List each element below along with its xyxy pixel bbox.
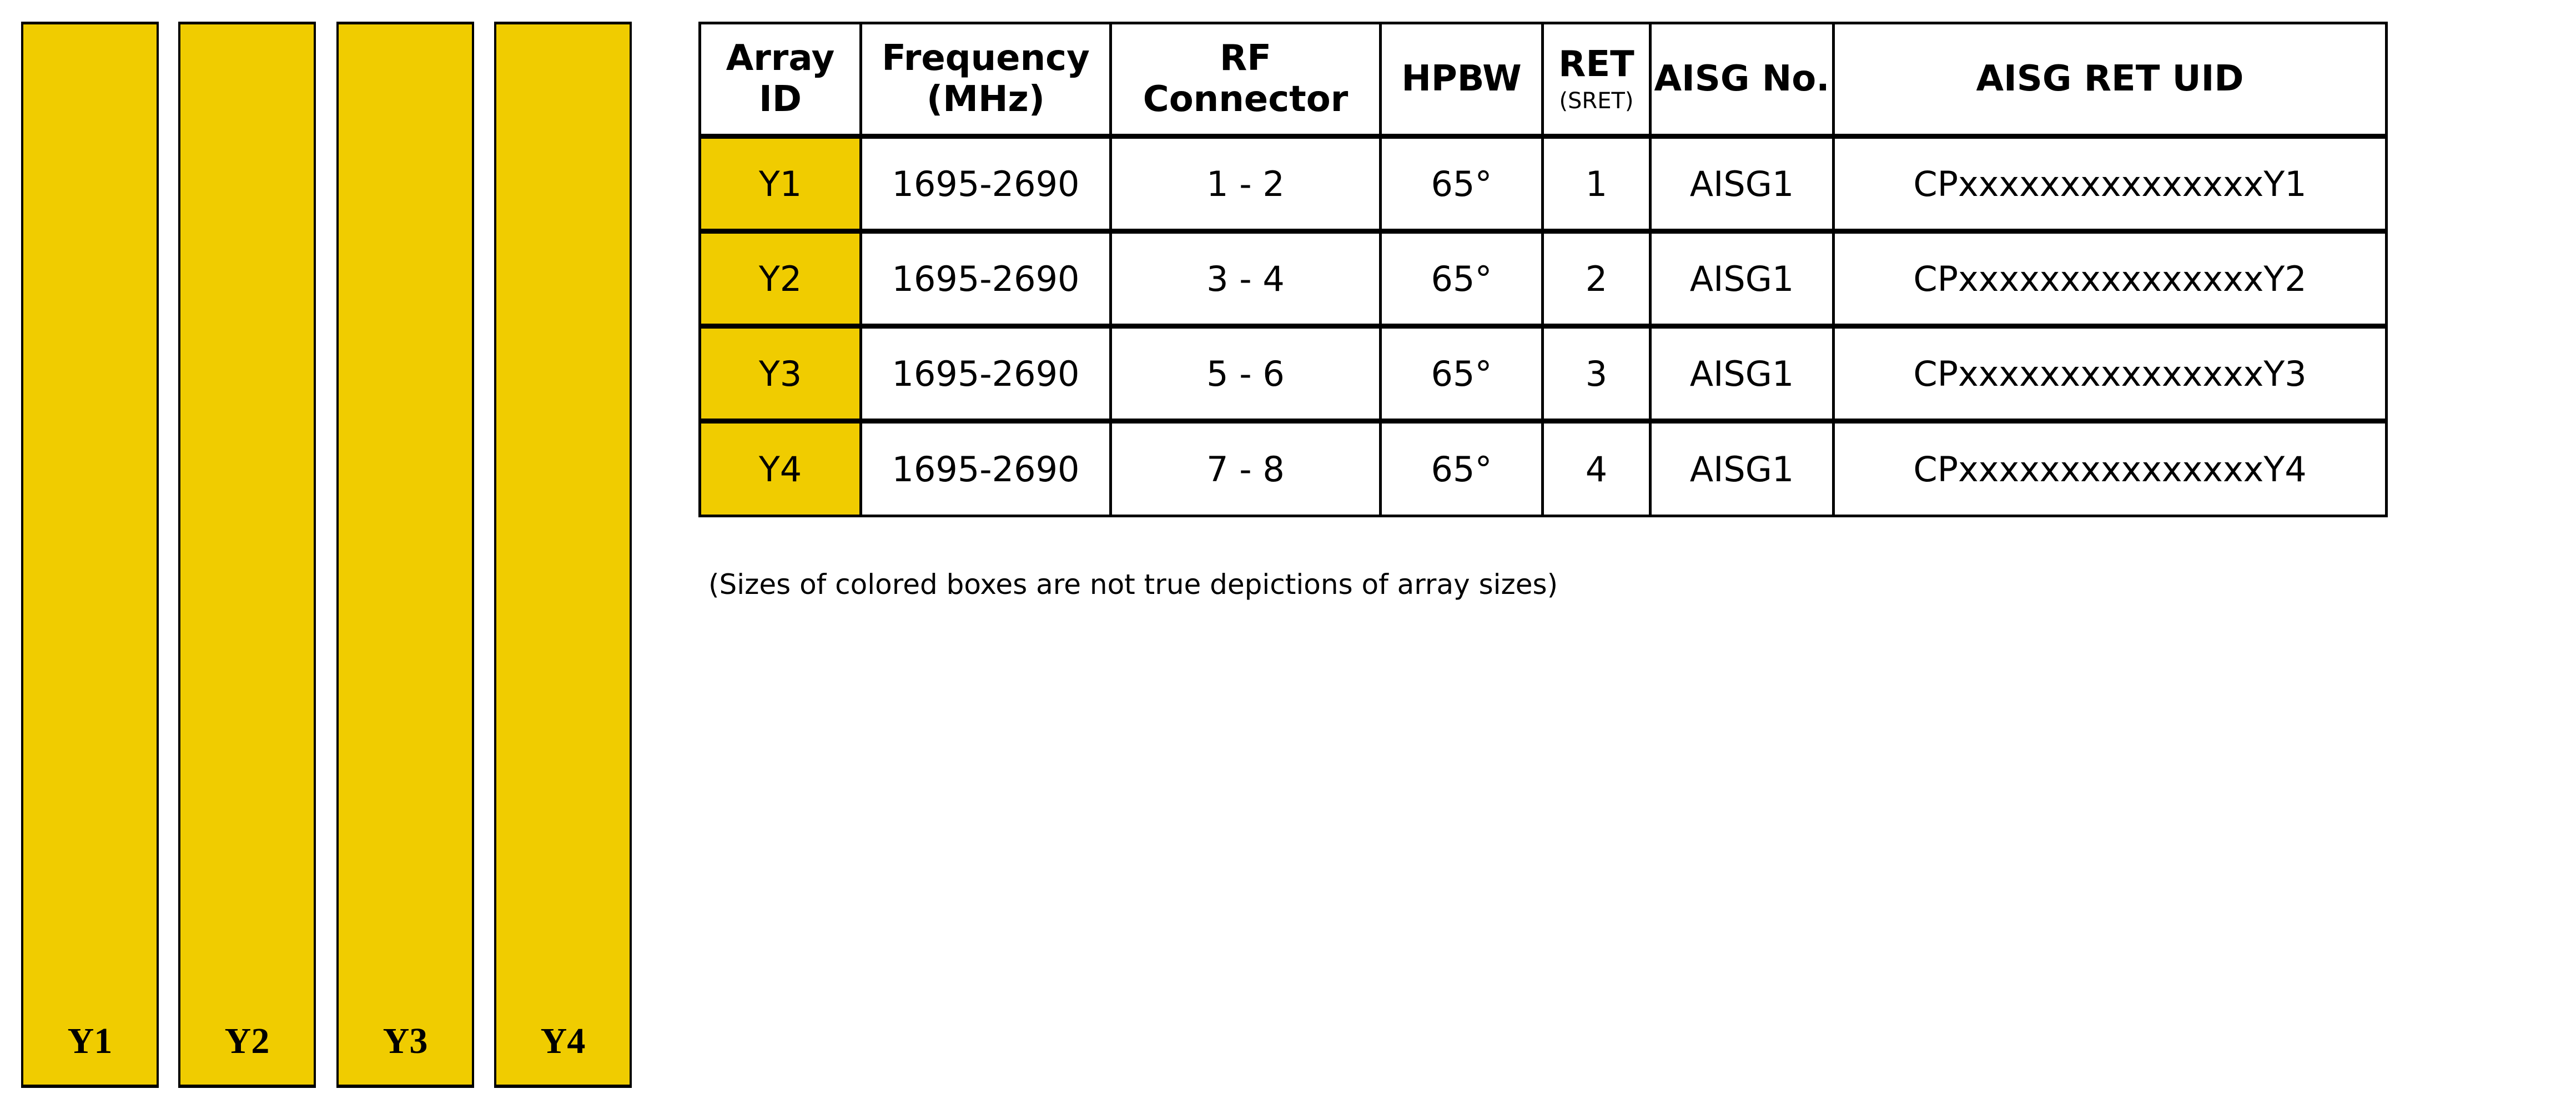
- header-hpbw: HPBW: [1379, 22, 1544, 138]
- array-box-label: Y4: [540, 1021, 586, 1061]
- cell-hpbw: 65°: [1379, 419, 1544, 517]
- cell-hpbw: 65°: [1379, 134, 1544, 233]
- header-rf-connector: RF Connector: [1109, 22, 1382, 138]
- cell-aisg-no: AISG1: [1649, 324, 1835, 422]
- cell-uid: CPxxxxxxxxxxxxxxxY1: [1832, 134, 2388, 233]
- array-box-label: Y1: [67, 1021, 113, 1061]
- cell-hpbw: 65°: [1379, 229, 1544, 327]
- table-row: Y3 1695-2690 5 - 6 65° 3 AISG1 CPxxxxxxxxxxxxx…: [698, 324, 2388, 422]
- footnote: (Sizes of colored boxes are not true dep…: [708, 568, 1558, 601]
- header-frequency-label: Frequency: [882, 37, 1090, 79]
- header-aisg-ret-uid: AISG RET UID: [1832, 22, 2388, 138]
- array-box-y1: Y1: [21, 22, 159, 1088]
- array-box-y4: Y4: [494, 22, 632, 1088]
- cell-frequency: 1695-2690: [859, 324, 1112, 422]
- table-row: Y2 1695-2690 3 - 4 65° 2 AISG1 CPxxxxxxxxxxxxx…: [698, 229, 2388, 327]
- cell-ret: 3: [1541, 324, 1652, 422]
- cell-array-id: Y2: [698, 229, 862, 327]
- cell-array-id: Y4: [698, 419, 862, 517]
- cell-uid: CPxxxxxxxxxxxxxxxY2: [1832, 229, 2388, 327]
- array-box-y2: Y2: [178, 22, 316, 1088]
- table-row: Y4 1695-2690 7 - 8 65° 4 AISG1 CPxxxxxxxxxxxxx…: [698, 419, 2388, 517]
- cell-array-id: Y1: [698, 134, 862, 233]
- cell-aisg-no: AISG1: [1649, 419, 1835, 517]
- header-array-id: Array ID: [698, 22, 862, 138]
- cell-ret: 1: [1541, 134, 1652, 233]
- cell-rf-connector: 3 - 4: [1109, 229, 1382, 327]
- table-header-row: Array ID Frequency (MHz) RF Connector HPB…: [698, 22, 2388, 138]
- header-frequency: Frequency (MHz): [859, 22, 1112, 138]
- header-ret: RET (SRET): [1541, 22, 1652, 138]
- cell-rf-connector: 7 - 8: [1109, 419, 1382, 517]
- cell-aisg-no: AISG1: [1649, 229, 1835, 327]
- cell-ret: 2: [1541, 229, 1652, 327]
- header-ret-label: RET: [1558, 43, 1634, 85]
- array-box-y3: Y3: [336, 22, 474, 1088]
- cell-rf-connector: 1 - 2: [1109, 134, 1382, 233]
- cell-uid: CPxxxxxxxxxxxxxxxY3: [1832, 324, 2388, 422]
- cell-uid: CPxxxxxxxxxxxxxxxY4: [1832, 419, 2388, 517]
- cell-rf-connector: 5 - 6: [1109, 324, 1382, 422]
- cell-frequency: 1695-2690: [859, 229, 1112, 327]
- cell-frequency: 1695-2690: [859, 134, 1112, 233]
- cell-ret: 4: [1541, 419, 1652, 517]
- table-row: Y1 1695-2690 1 - 2 65° 1 AISG1 CPxxxxxxxxxxxxx…: [698, 134, 2388, 233]
- header-aisg-no: AISG No.: [1649, 22, 1835, 138]
- cell-hpbw: 65°: [1379, 324, 1544, 422]
- cell-aisg-no: AISG1: [1649, 134, 1835, 233]
- array-box-label: Y2: [224, 1021, 270, 1061]
- array-spec-table: Array ID Frequency (MHz) RF Connector HPB…: [698, 22, 2388, 517]
- cell-frequency: 1695-2690: [859, 419, 1112, 517]
- header-frequency-unit: (MHz): [927, 78, 1045, 120]
- header-ret-sub: (SRET): [1559, 88, 1634, 114]
- cell-array-id: Y3: [698, 324, 862, 422]
- array-box-label: Y3: [383, 1021, 428, 1061]
